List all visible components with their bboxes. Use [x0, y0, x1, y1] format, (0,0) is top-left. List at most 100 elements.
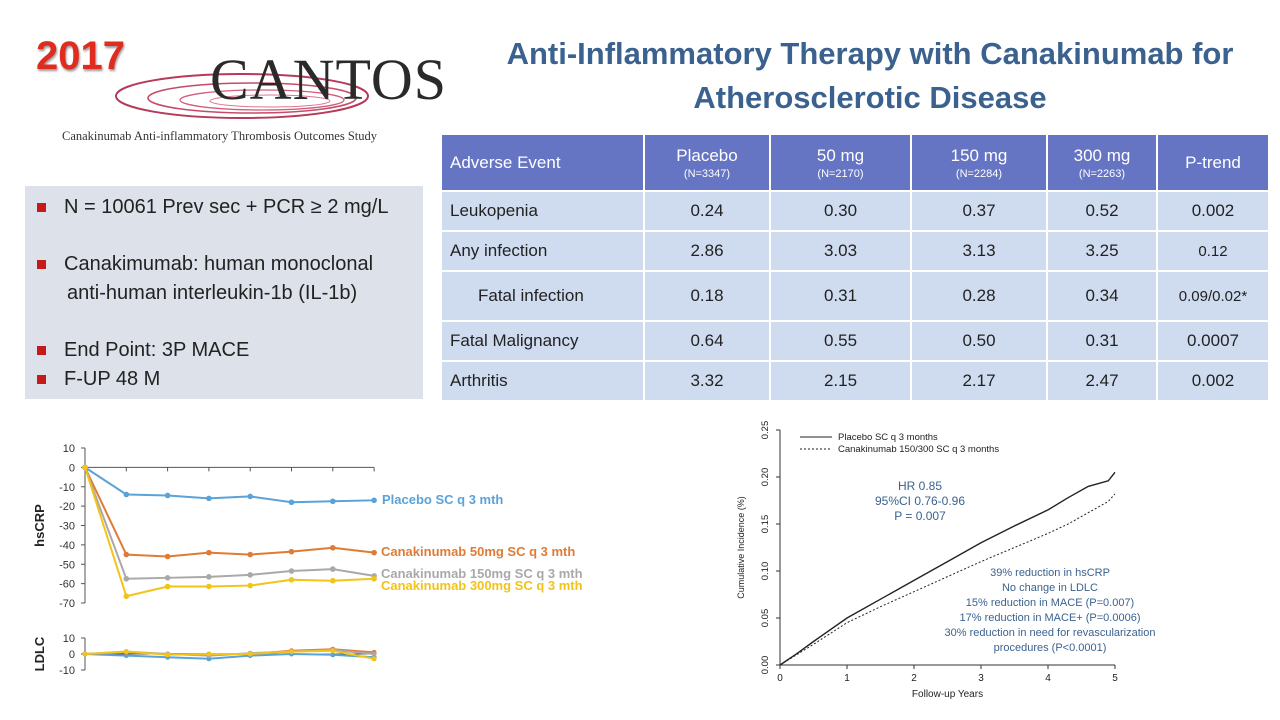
data-point [288, 499, 295, 506]
table-cell: 0.34 [1046, 270, 1158, 322]
data-point [330, 566, 336, 572]
col-header-placebo: Placebo (N=3347) [643, 133, 771, 192]
y-tick-label: -30 [59, 521, 75, 533]
data-point [247, 572, 253, 578]
table-cell: 3.25 [1046, 230, 1158, 272]
data-point [288, 568, 295, 574]
table-cell: 0.002 [1156, 360, 1270, 402]
info-text: F-UP 48 M [64, 368, 161, 390]
y-tick-label: -60 [59, 579, 75, 591]
x-tick-label: 2 [911, 673, 917, 684]
y-tick-label: -70 [59, 598, 75, 610]
stat-annotation: P = 0.007 [894, 509, 946, 523]
data-point [123, 491, 130, 498]
stat-annotation: HR 0.85 [898, 479, 942, 493]
y-tick-label: 0.15 [760, 515, 771, 534]
data-point [123, 649, 129, 655]
bullet-marker [37, 260, 46, 269]
data-point [288, 576, 295, 583]
data-point [164, 553, 171, 560]
y-tick-label: -40 [59, 540, 75, 552]
bullet-marker [37, 203, 46, 212]
bullet-marker [37, 346, 46, 355]
data-point [82, 464, 88, 471]
table-cell: 0.28 [910, 270, 1048, 322]
data-point [164, 583, 171, 590]
col-header-adverse-event: Adverse Event [440, 133, 645, 192]
data-point [288, 548, 295, 555]
x-tick-label: 1 [844, 673, 850, 684]
data-point [289, 649, 294, 655]
data-point [123, 551, 130, 558]
info-text: Canakimumab: human monoclonal [64, 253, 374, 275]
table-cell: 0.50 [910, 320, 1048, 362]
data-point [206, 574, 212, 580]
y-tick-label: 0 [69, 649, 75, 661]
y-tick-label: -50 [59, 559, 75, 571]
bullet-marker [37, 375, 46, 384]
series-line [84, 466, 375, 558]
data-point [247, 582, 253, 589]
data-point [206, 549, 212, 556]
y-tick-label: 10 [63, 443, 75, 455]
data-point [247, 651, 253, 657]
series-line [84, 467, 375, 580]
title-line-1: Anti-Inflammatory Therapy with Canakinum… [506, 36, 1234, 71]
cantos-logo-text: CANTOS [210, 47, 447, 112]
cantos-subtitle: Canakinumab Anti-inflammatory Thrombosis… [62, 129, 378, 143]
note-annotation: 30% reduction in need for revascularizat… [945, 627, 1156, 639]
table-cell: 2.15 [769, 360, 912, 402]
table-cell: 0.0007 [1156, 320, 1270, 362]
series-line [84, 649, 375, 660]
hscrp-ldlc-chart: 10 0 -10 -20 -30 -40 -50 -60 -70 hsCRP Placebo SC … [32, 443, 583, 677]
table-cell: 0.55 [769, 320, 912, 362]
data-point [123, 593, 130, 600]
y-tick-label: 0.10 [760, 562, 771, 581]
y-axis-label: Cumulative Incidence (%) [736, 496, 746, 599]
note-annotation: 15% reduction in MACE (P=0.007) [966, 597, 1134, 609]
table-row: Leukopenia 0.24 0.30 0.37 0.52 0.002 [440, 190, 1270, 232]
row-label: Any infection [440, 230, 645, 272]
data-point [123, 575, 130, 582]
table-cell: 0.64 [643, 320, 771, 362]
series-line [84, 652, 375, 660]
series-line [84, 466, 375, 504]
table-cell: 2.47 [1046, 360, 1158, 402]
y-tick-label: 0.20 [760, 468, 771, 487]
y-tick-label: -10 [59, 482, 75, 494]
y-tick-label: -20 [59, 501, 75, 513]
title-line-2: Atherosclerotic Disease [693, 80, 1047, 115]
data-point [164, 492, 171, 499]
y-tick-label: 0.25 [760, 421, 771, 440]
data-point [330, 652, 336, 658]
table-row: Arthritis 3.32 2.15 2.17 2.47 0.002 [440, 360, 1270, 402]
data-point [165, 652, 171, 658]
data-point [247, 493, 253, 500]
table-cell: 0.09/0.02* [1156, 270, 1270, 322]
table-row: Any infection 2.86 3.03 3.13 3.25 0.12 [440, 230, 1270, 272]
series-line [779, 493, 1116, 666]
table-cell: 0.37 [910, 190, 1048, 232]
y-tick-label: 10 [63, 633, 75, 645]
legend-label: Placebo SC q 3 months [838, 432, 938, 443]
y-tick-label: 0.05 [760, 609, 771, 628]
series-label: Placebo SC q 3 mth [382, 492, 503, 507]
table-header-row: Adverse Event Placebo (N=3347) 50 mg (N=21… [440, 133, 1270, 192]
col-header-300mg: 300 mg (N=2263) [1046, 133, 1158, 192]
table-cell: 0.31 [1046, 320, 1158, 362]
data-point [330, 498, 336, 505]
info-text: N = 10061 Prev sec + PCR ≥ 2 mg/L [64, 196, 389, 218]
data-point [371, 497, 377, 504]
data-point [371, 656, 377, 662]
y-axis-label: hsCRP [32, 504, 47, 547]
study-info-box: N = 10061 Prev sec + PCR ≥ 2 mg/L Canaki… [25, 186, 423, 399]
x-tick-label: 0 [777, 673, 783, 684]
data-point [206, 583, 212, 590]
table-cell: 0.31 [769, 270, 912, 322]
data-point [371, 575, 377, 582]
series-label: Canakinumab 300mg SC q 3 mth [381, 578, 583, 593]
adverse-events-table: Adverse Event Placebo (N=3347) 50 mg (N=21… [440, 133, 1270, 402]
table-cell: 0.12 [1156, 230, 1270, 272]
info-text: End Point: 3P MACE [64, 339, 250, 361]
col-header-50mg: 50 mg (N=2170) [769, 133, 912, 192]
